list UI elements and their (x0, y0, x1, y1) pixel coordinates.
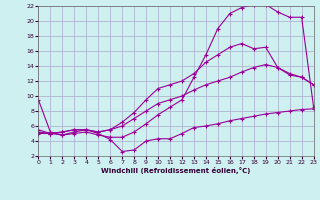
X-axis label: Windchill (Refroidissement éolien,°C): Windchill (Refroidissement éolien,°C) (101, 167, 251, 174)
